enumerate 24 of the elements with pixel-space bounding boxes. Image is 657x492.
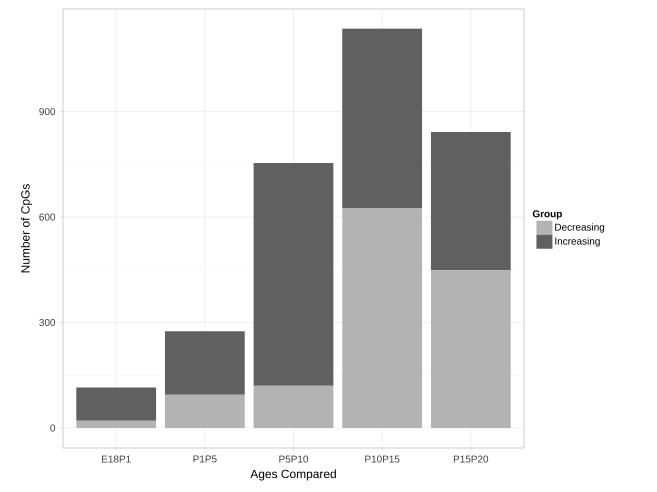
- bar: [254, 162, 334, 386]
- y-tick-label: 300: [39, 318, 56, 326]
- bar: [342, 28, 422, 208]
- bar: [76, 388, 156, 421]
- x-tick-label: P5P10: [279, 456, 308, 463]
- y-tick-label: 600: [39, 214, 56, 221]
- y-tick-label: 900: [39, 108, 56, 116]
- x-axis-title: Ages Compared: [250, 469, 336, 481]
- bar: [430, 132, 511, 270]
- x-tick-label: P10P15: [365, 456, 400, 463]
- legend-label: Decreasing: [555, 223, 604, 233]
- x-tick-label: P1P5: [193, 456, 217, 462]
- bar: [164, 331, 245, 395]
- y-tick-label: 0: [50, 424, 56, 432]
- y-axis-title: Number of CpGs: [20, 184, 32, 272]
- bar: [254, 386, 334, 428]
- x-tick-label: P15P20: [454, 456, 488, 463]
- bar: [76, 420, 156, 428]
- legend-title: Group: [532, 210, 562, 220]
- bar: [164, 394, 245, 428]
- legend-label: Increasing: [555, 237, 600, 247]
- bar: [430, 270, 511, 428]
- x-tick-label: E18P1: [102, 456, 131, 463]
- bar: [342, 208, 422, 428]
